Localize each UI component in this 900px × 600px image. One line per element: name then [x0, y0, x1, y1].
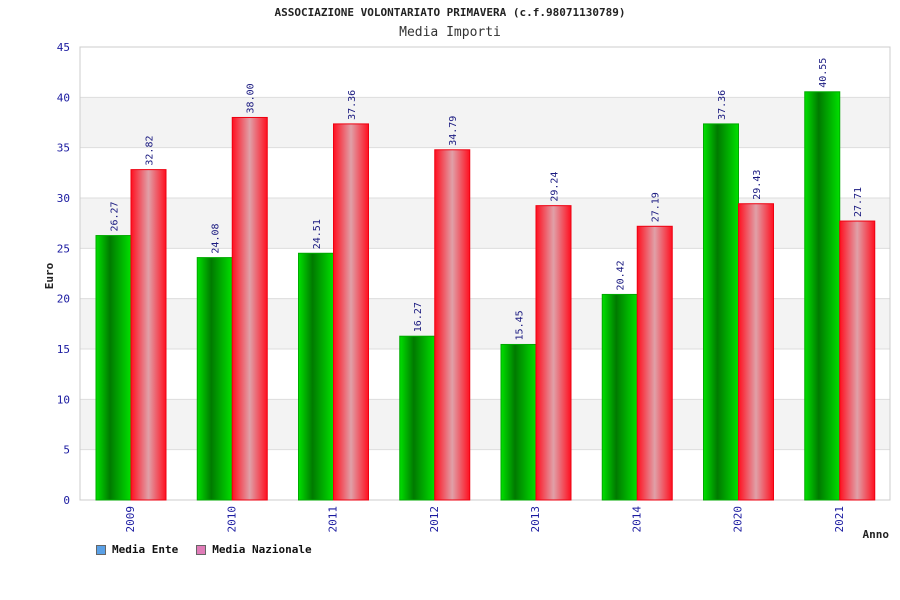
y-tick-label: 5 [63, 444, 70, 457]
bar-value-label: 26.27 [110, 201, 121, 231]
bar-media-nazionale [231, 116, 268, 501]
bar-media-ente [399, 335, 436, 501]
grid-band [80, 97, 890, 148]
y-tick-label: 15 [57, 343, 70, 356]
bars [95, 91, 876, 501]
x-tick-label: 2021 [833, 506, 846, 533]
bar-value-label: 15.45 [515, 310, 526, 340]
x-axis-title: Anno [863, 528, 890, 541]
bar-media-ente [703, 123, 739, 501]
bar-media-ente [298, 252, 334, 501]
plot-frame [79, 46, 891, 501]
bar-media-ente [601, 293, 638, 501]
x-tick-label: 2014 [630, 506, 643, 533]
bar-value-label: 24.08 [211, 223, 222, 253]
bar-value-label: 40.55 [818, 58, 829, 88]
bar-value-label: 34.79 [448, 116, 459, 146]
x-tick-label: 2011 [327, 506, 340, 533]
bar-value-label: 16.27 [413, 302, 424, 332]
bar-media-nazionale [333, 123, 369, 501]
chart-subtitle: Media Importi [399, 25, 501, 40]
y-tick-label: 45 [57, 41, 70, 54]
x-tick-label: 2013 [529, 506, 542, 533]
bar-labels: 26.27 32.82 24.08 38.00 24.51 37.36 16.27 34.79… [110, 58, 865, 341]
grid-band [80, 147, 890, 198]
x-tick-label: 2009 [124, 506, 137, 533]
legend-swatch-media-ente [96, 544, 106, 555]
y-axis-title: Euro [43, 262, 56, 289]
legend-item-media-ente: Media Ente [96, 543, 178, 556]
x-axis-ticks: 2009 2010 2011 2012 2013 2014 2020 2021 [124, 506, 846, 533]
bar-value-label: 29.43 [752, 170, 763, 200]
y-tick-label: 35 [57, 142, 70, 155]
bar-media-nazionale [535, 205, 572, 501]
x-tick-label: 2012 [428, 506, 441, 533]
y-tick-label: 30 [57, 192, 70, 205]
bar-media-nazionale [738, 203, 774, 501]
bar-media-nazionale [130, 169, 167, 501]
legend: Media Ente Media Nazionale [96, 543, 312, 556]
chart-title: ASSOCIAZIONE VOLONTARIATO PRIMAVERA (c.f… [274, 6, 626, 19]
bar-media-nazionale [636, 225, 673, 501]
bar-value-label: 38.00 [246, 83, 257, 113]
y-tick-label: 0 [63, 494, 70, 507]
x-tick-label: 2010 [225, 506, 238, 533]
y-axis-ticks: 0 5 10 15 20 25 30 35 40 45 [57, 41, 70, 507]
legend-label-media-nazionale: Media Nazionale [212, 543, 312, 556]
bar-value-label: 32.82 [145, 136, 156, 166]
bar-value-label: 37.36 [347, 90, 358, 120]
bar-media-nazionale [434, 149, 471, 501]
legend-swatch-media-nazionale [196, 544, 207, 555]
bar-value-label: 20.42 [616, 260, 627, 290]
legend-label-media-ente: Media Ente [112, 543, 179, 556]
bar-media-nazionale [839, 220, 876, 501]
y-tick-label: 10 [57, 393, 70, 406]
grid-band [80, 47, 890, 98]
bar-media-ente [95, 235, 132, 501]
plot-border [79, 46, 891, 501]
bar-media-ente [804, 91, 841, 501]
legend-item-media-nazionale: Media Nazionale [196, 543, 312, 556]
bar-value-label: 29.24 [550, 172, 561, 202]
bar-value-label: 37.36 [717, 90, 728, 120]
bar-media-ente [500, 343, 537, 501]
bar-media-ente [196, 257, 233, 501]
bar-value-label: 27.19 [651, 192, 662, 222]
y-tick-label: 20 [57, 293, 70, 306]
y-tick-label: 25 [57, 242, 70, 255]
bar-value-label: 24.51 [312, 219, 323, 249]
x-tick-label: 2020 [732, 506, 745, 533]
bar-value-label: 27.71 [853, 187, 864, 217]
y-tick-label: 40 [57, 91, 70, 104]
